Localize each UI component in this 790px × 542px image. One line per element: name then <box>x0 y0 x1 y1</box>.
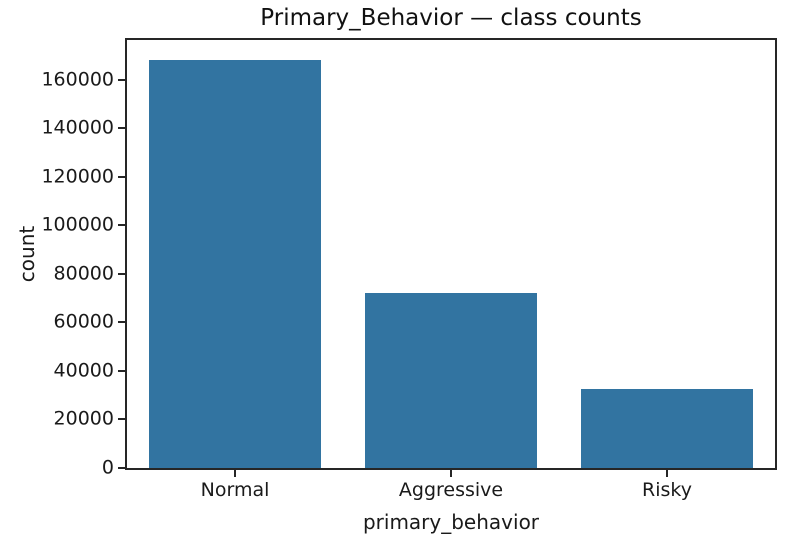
plot-area: 0 20000 40000 60000 80000 100000 120000 140000 1… <box>41 38 777 501</box>
y-tick-mark <box>118 272 125 275</box>
y-axis-label: count <box>15 225 39 283</box>
y-tick-mark <box>118 175 125 178</box>
y-tick-mark <box>118 224 125 227</box>
y-tick-label: 60000 <box>53 310 114 333</box>
y-tick-label: 120000 <box>41 165 114 188</box>
y-tick-label: 100000 <box>41 213 114 236</box>
y-tick-label: 0 <box>101 456 114 479</box>
bar-normal <box>148 60 322 468</box>
y-tick-mark <box>118 418 125 421</box>
y-tick-mark <box>118 369 125 372</box>
y-tick-label: 140000 <box>41 116 114 139</box>
y-tick-label: 160000 <box>41 68 114 91</box>
y-tick-mark <box>118 321 125 324</box>
x-tick-mark <box>450 470 452 477</box>
y-tick-label: 40000 <box>53 359 114 382</box>
y-tick-mark <box>118 127 125 130</box>
x-tick-mark <box>234 470 236 477</box>
y-tick-mark <box>118 78 125 81</box>
x-tick-label: Normal <box>200 479 270 501</box>
y-tick-mark <box>118 467 125 469</box>
bar-risky <box>580 389 754 468</box>
x-axis-label: primary_behavior <box>362 510 540 534</box>
bar-aggressive <box>364 293 538 468</box>
x-tick-label: Aggressive <box>398 479 504 501</box>
x-tick-label: Risky <box>642 479 692 501</box>
y-tick-label: 80000 <box>53 262 114 285</box>
y-tick-label: 20000 <box>53 408 114 431</box>
x-tick-mark <box>666 470 668 477</box>
chart-title: Primary_Behavior — class counts <box>260 5 642 31</box>
